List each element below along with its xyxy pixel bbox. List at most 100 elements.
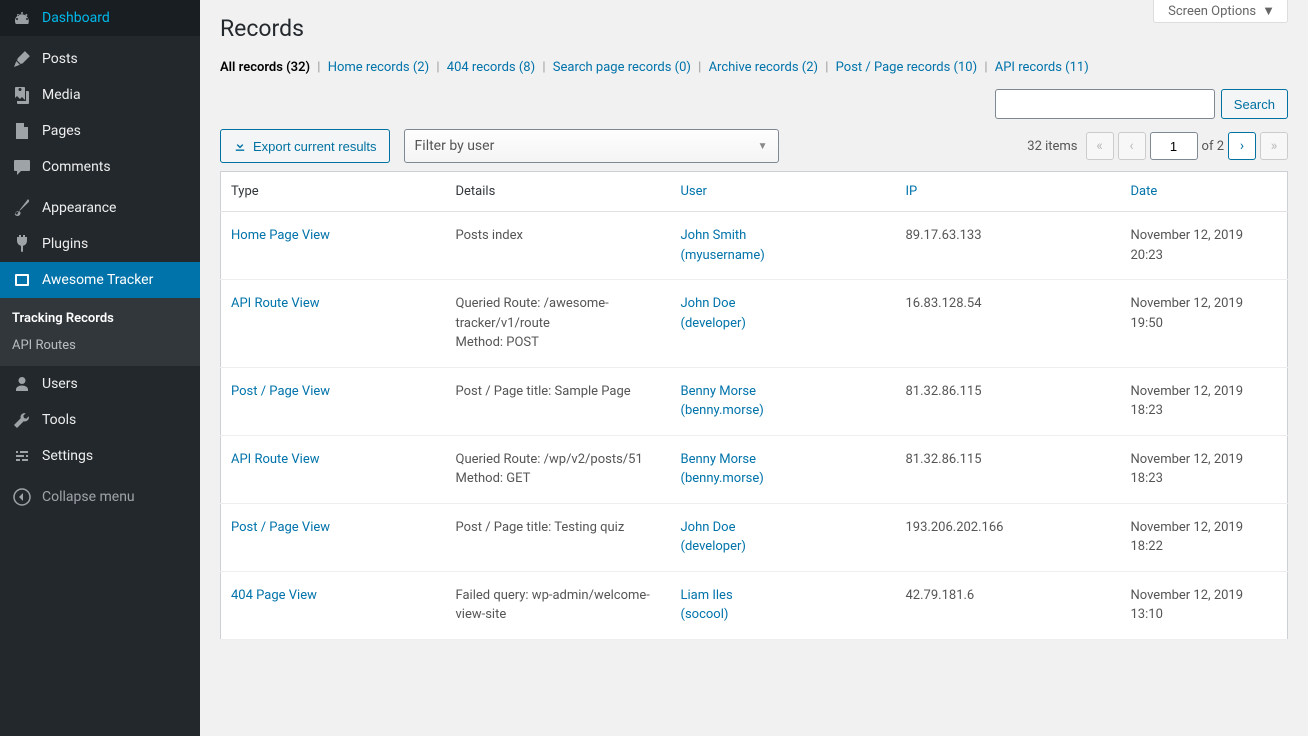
search-button[interactable]: Search (1221, 89, 1288, 119)
record-user-link[interactable]: Benny Morse (681, 384, 757, 399)
sidebar-item-label: Posts (42, 51, 78, 67)
sidebar-item-awesome-tracker[interactable]: Awesome Tracker (0, 262, 200, 298)
record-type-link[interactable]: Post / Page View (231, 384, 330, 399)
record-ip: 193.206.202.166 (896, 503, 1121, 571)
record-details: Queried Route: /wp/v2/posts/51 Method: G… (446, 435, 671, 503)
sidebar-item-label: Pages (42, 123, 81, 139)
page-last-button[interactable]: » (1260, 132, 1288, 160)
record-user-login-link[interactable]: (benny.morse) (681, 471, 764, 486)
record-user-login-link[interactable]: (benny.morse) (681, 403, 764, 418)
filter-link[interactable]: 404 records (8) (447, 60, 535, 75)
collapse-icon (12, 487, 32, 507)
filter-link[interactable]: Archive records (2) (709, 60, 818, 75)
record-date: November 12, 2019 20:23 (1121, 212, 1288, 280)
record-user-login-link[interactable]: (developer) (681, 539, 746, 554)
record-user-link[interactable]: John Smith (681, 228, 747, 243)
filter-separator: | (314, 60, 324, 75)
record-details: Posts index (446, 212, 671, 280)
collapse-menu[interactable]: Collapse menu (0, 479, 200, 515)
filter-separator: | (539, 60, 549, 75)
export-button[interactable]: Export current results (220, 129, 390, 163)
sidebar-item-label: Media (42, 87, 81, 103)
filter-link-active[interactable]: All records (32) (220, 60, 310, 75)
record-details: Queried Route: /awesome-tracker/v1/route… (446, 280, 671, 368)
page-prev-button[interactable]: ‹ (1118, 132, 1146, 160)
filter-link[interactable]: Search page records (0) (553, 60, 691, 75)
filter-separator: | (695, 60, 705, 75)
th-user[interactable]: User (671, 172, 896, 212)
filter-separator: | (822, 60, 832, 75)
record-user-login-link[interactable]: (developer) (681, 316, 746, 331)
page-first-button[interactable]: « (1086, 132, 1114, 160)
sidebar-item-label: Users (42, 376, 78, 392)
sidebar-submenu: Tracking Records API Routes (0, 298, 200, 366)
th-date[interactable]: Date (1121, 172, 1288, 212)
submenu-tracking-records[interactable]: Tracking Records (0, 305, 200, 332)
sidebar-item-users[interactable]: Users (0, 366, 200, 402)
record-details: Post / Page title: Testing quiz (446, 503, 671, 571)
sidebar-item-label: Comments (42, 159, 111, 175)
download-icon (233, 139, 247, 153)
submenu-api-routes[interactable]: API Routes (0, 332, 200, 359)
page-next-button[interactable]: › (1228, 132, 1256, 160)
record-ip: 16.83.128.54 (896, 280, 1121, 368)
filter-link[interactable]: Post / Page records (10) (836, 60, 977, 75)
page-of-text: of 2 (1202, 139, 1224, 154)
sidebar-item-appearance[interactable]: Appearance (0, 190, 200, 226)
record-user-link[interactable]: John Doe (681, 520, 736, 535)
sidebar-item-dashboard[interactable]: Dashboard (0, 0, 200, 36)
record-date: November 12, 2019 18:23 (1121, 367, 1288, 435)
record-user-link[interactable]: John Doe (681, 296, 736, 311)
sidebar-item-plugins[interactable]: Plugins (0, 226, 200, 262)
th-ip[interactable]: IP (896, 172, 1121, 212)
comment-icon (12, 157, 32, 177)
record-user-login-link[interactable]: (myusername) (681, 248, 765, 263)
record-user-link[interactable]: Benny Morse (681, 452, 757, 467)
search-input[interactable] (995, 89, 1215, 119)
sidebar-item-media[interactable]: Media (0, 77, 200, 113)
items-count: 32 items (1027, 139, 1077, 154)
th-details[interactable]: Details (446, 172, 671, 212)
record-type-link[interactable]: Post / Page View (231, 520, 330, 535)
record-type-link[interactable]: Home Page View (231, 228, 330, 243)
screen-options-toggle[interactable]: Screen Options ▼ (1153, 0, 1288, 23)
page-input[interactable] (1150, 132, 1198, 160)
filter-separator: | (433, 60, 443, 75)
record-details: Failed query: wp-admin/welcome-view-site (446, 571, 671, 639)
chevron-down-icon: ▼ (1262, 3, 1275, 19)
chevron-down-icon: ▼ (758, 141, 768, 152)
th-type[interactable]: Type (221, 172, 446, 212)
sidebar-item-settings[interactable]: Settings (0, 438, 200, 474)
record-date: November 12, 2019 19:50 (1121, 280, 1288, 368)
record-type-link[interactable]: API Route View (231, 452, 320, 467)
record-date: November 12, 2019 18:23 (1121, 435, 1288, 503)
record-details: Post / Page title: Sample Page (446, 367, 671, 435)
pin-icon (12, 49, 32, 69)
table-row: Home Page View Posts index John Smith (myus… (221, 212, 1288, 280)
tracker-icon (12, 270, 32, 290)
record-user-login-link[interactable]: (socool) (681, 607, 729, 622)
page-icon (12, 121, 32, 141)
sidebar-item-tools[interactable]: Tools (0, 402, 200, 438)
sidebar-item-label: Settings (42, 448, 93, 464)
record-date: November 12, 2019 18:22 (1121, 503, 1288, 571)
media-icon (12, 85, 32, 105)
record-ip: 89.17.63.133 (896, 212, 1121, 280)
sidebar-item-label: Appearance (42, 200, 116, 216)
filter-separator: | (981, 60, 991, 75)
record-type-link[interactable]: API Route View (231, 296, 320, 311)
record-user-link[interactable]: Liam Iles (681, 588, 733, 603)
filter-link[interactable]: API records (11) (995, 60, 1089, 75)
wrench-icon (12, 410, 32, 430)
filter-link[interactable]: Home records (2) (328, 60, 429, 75)
sidebar-item-comments[interactable]: Comments (0, 149, 200, 185)
main-content: Screen Options ▼ Records All records (32… (200, 0, 1308, 736)
sidebar-item-label: Awesome Tracker (42, 272, 153, 288)
admin-sidebar: Dashboard Posts Media Pages Comments App… (0, 0, 200, 736)
filter-by-user[interactable]: Filter by user ▼ (404, 129, 779, 163)
sidebar-item-pages[interactable]: Pages (0, 113, 200, 149)
sidebar-item-posts[interactable]: Posts (0, 41, 200, 77)
settings-icon (12, 446, 32, 466)
brush-icon (12, 198, 32, 218)
record-type-link[interactable]: 404 Page View (231, 588, 317, 603)
